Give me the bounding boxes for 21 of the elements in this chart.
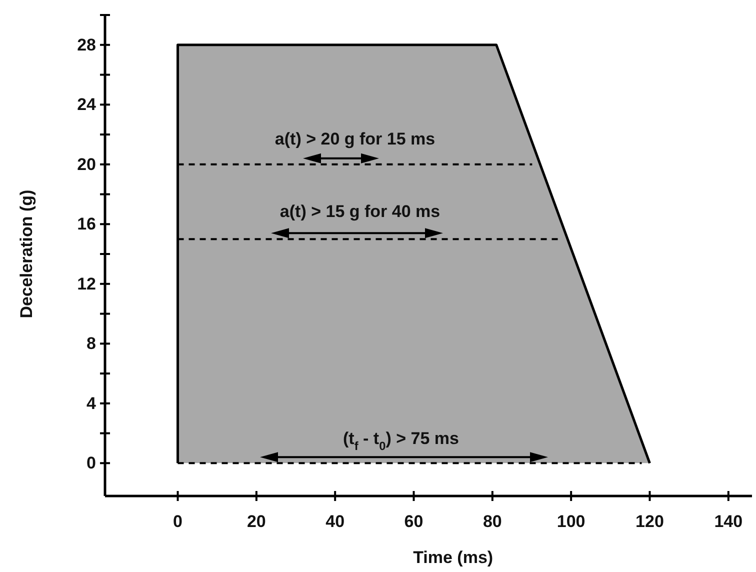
- annotation: (t$_{f}$ - t$_{0}$) > 75 ms: [343, 430, 459, 454]
- x-tick-label: 0: [173, 512, 182, 532]
- x-tick-label: 20: [246, 512, 266, 532]
- y-tick-label: 24: [77, 95, 97, 114]
- y-tick-label: 20: [77, 154, 96, 174]
- x-axis-title: Time (ms): [413, 548, 494, 567]
- x-tick-label: 140: [714, 512, 743, 532]
- y-axis-title: Deceleration (g): [17, 190, 36, 318]
- annotation: a(t) > 20 g for 15 ms: [274, 130, 436, 149]
- x-tick-label: 60: [404, 512, 424, 532]
- x-tick-label: 40: [326, 512, 345, 532]
- annotation: a(t) > 15 g for 40 ms: [280, 202, 440, 222]
- y-tick-label: 4: [86, 394, 97, 413]
- y-tick-label: 28: [77, 35, 96, 54]
- x-tick-label: 100: [556, 512, 586, 532]
- x-tick-label: 80: [482, 512, 502, 532]
- y-tick-label: 0: [86, 454, 96, 473]
- y-tick-label: 16: [77, 214, 96, 234]
- x-tick-label: 120: [636, 512, 664, 532]
- y-tick-label: 8: [86, 334, 96, 354]
- y-tick-label: 12: [77, 274, 96, 294]
